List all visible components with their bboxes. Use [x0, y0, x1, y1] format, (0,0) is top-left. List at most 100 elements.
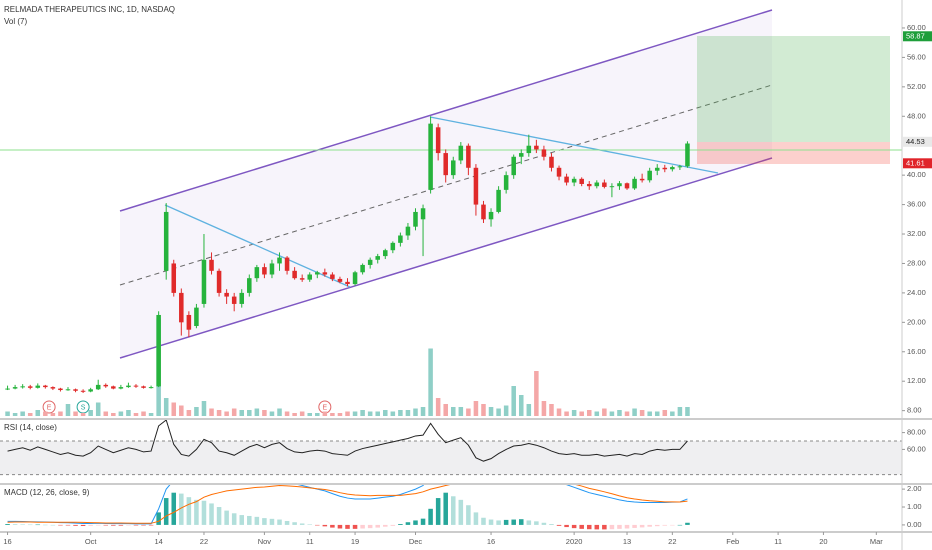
- volume-bar: [466, 408, 471, 416]
- y-tick-label: 12.00: [907, 376, 926, 385]
- volume-bar: [65, 404, 71, 416]
- macd-histogram-bar: [141, 524, 146, 526]
- candle-body: [239, 292, 245, 304]
- macd-histogram-bar: [216, 507, 222, 525]
- macd-histogram-bar: [534, 521, 539, 525]
- macd-histogram-bar: [35, 524, 41, 526]
- volume-bar: [405, 410, 411, 416]
- candle-body: [216, 270, 222, 293]
- x-tick-label: 11: [306, 537, 314, 546]
- macd-histogram-bar: [685, 522, 690, 525]
- volume-bar: [670, 411, 675, 416]
- volume-bar: [80, 413, 86, 416]
- y-tick-label: 1.00: [907, 502, 922, 511]
- candle-body: [148, 387, 154, 389]
- macd-histogram-bar: [481, 517, 486, 525]
- macd-histogram-bar: [58, 524, 63, 526]
- macd-histogram-bar: [647, 524, 652, 527]
- y-tick-label: 32.00: [907, 229, 926, 238]
- candle-body: [579, 178, 584, 184]
- volume-bar: [231, 408, 237, 416]
- volume-bar: [413, 408, 418, 416]
- channel-upper: [119, 9, 773, 212]
- candle-body: [360, 264, 365, 273]
- price-label-box: [903, 136, 932, 147]
- macd-histogram-bar: [579, 524, 584, 529]
- volume-bar: [58, 411, 63, 416]
- volume-bar: [27, 413, 33, 416]
- volume-bar: [345, 411, 350, 416]
- candle-body: [95, 384, 101, 390]
- macd-histogram-bar: [194, 499, 199, 525]
- volume-bar: [594, 411, 600, 416]
- y-tick-label: 48.00: [907, 111, 926, 120]
- macd-histogram-bar: [375, 524, 380, 528]
- candle-body: [435, 127, 441, 154]
- macd-histogram-bar: [65, 524, 71, 526]
- volume-bar: [420, 407, 426, 416]
- y-tick-label: 24.00: [907, 288, 926, 297]
- candle-body: [209, 259, 214, 271]
- volume-bar: [148, 413, 154, 416]
- macd-label: MACD (12, 26, close, 9): [4, 488, 90, 497]
- candle-body: [262, 267, 267, 275]
- volume-bar: [549, 404, 554, 416]
- volume-label: Vol (7): [4, 17, 27, 26]
- chart-title: RELMADA THERAPEUTICS INC, 1D, NASDAQ: [4, 5, 175, 14]
- macd-histogram-bar: [624, 524, 630, 529]
- macd-histogram-bar: [239, 515, 245, 525]
- macd-histogram-bar: [549, 524, 554, 525]
- x-tick-label: 20: [819, 537, 827, 546]
- macd-histogram-bar: [156, 512, 161, 525]
- volume-bar: [269, 411, 275, 416]
- candle-body: [103, 384, 109, 387]
- macd-histogram-bar: [435, 498, 441, 525]
- macd-histogram-bar: [670, 524, 675, 526]
- candle-body: [398, 235, 403, 243]
- candle-body: [254, 267, 260, 279]
- y-tick-label: 16.00: [907, 347, 926, 356]
- candle-body: [662, 167, 668, 170]
- macd-histogram-bar: [413, 520, 418, 525]
- volume-bar: [262, 410, 267, 416]
- channel-fill: [120, 10, 772, 358]
- macd-histogram-bar: [95, 524, 101, 526]
- event-marker: [42, 400, 56, 414]
- candle-body: [413, 211, 418, 227]
- volume-bar: [95, 402, 101, 416]
- macd-histogram-bar: [473, 512, 479, 525]
- candle-body: [27, 386, 33, 388]
- volume-bar: [602, 408, 607, 416]
- candle-body: [352, 272, 358, 285]
- candle-body: [458, 145, 464, 161]
- volume-bar: [367, 411, 373, 416]
- volume-bar: [579, 411, 584, 416]
- volume-bar: [647, 411, 652, 416]
- x-tick-label: 22: [668, 537, 676, 546]
- macd-histogram-bar: [405, 522, 411, 525]
- macd-histogram-bar: [163, 498, 169, 525]
- x-tick-label: Dec: [409, 537, 423, 546]
- y-tick-label: 60.00: [907, 444, 926, 453]
- macd-histogram-bar: [118, 524, 124, 526]
- macd-histogram-bar: [586, 524, 592, 530]
- volume-bar: [224, 411, 229, 416]
- volume-bar: [375, 411, 380, 416]
- candle-body: [594, 182, 600, 187]
- candle-body: [647, 170, 652, 181]
- macd-histogram-bar: [5, 524, 10, 525]
- y-tick-label: 0.00: [907, 520, 922, 529]
- candle-body: [65, 389, 71, 391]
- volume-bar: [685, 407, 690, 416]
- y-tick-label: 2.00: [907, 484, 922, 493]
- macd-histogram-bar: [488, 519, 494, 525]
- macd-histogram-bar: [428, 508, 433, 525]
- channel-lower: [119, 157, 773, 359]
- macd-histogram-bar: [330, 524, 335, 528]
- candle-body: [571, 178, 577, 183]
- candle-body: [299, 278, 305, 280]
- candle-body: [307, 274, 312, 280]
- candle-body: [118, 387, 124, 389]
